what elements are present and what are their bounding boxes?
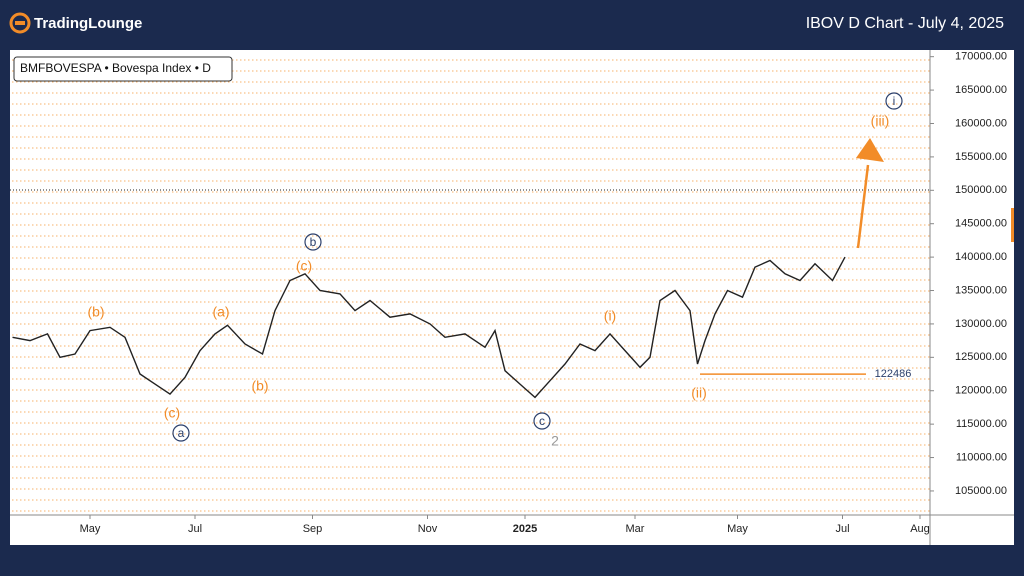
x-tick-label: Mar [626, 523, 645, 535]
price-line-series [12, 256, 846, 399]
wave-label: (iii) [871, 113, 890, 129]
wave-label: (c) [164, 405, 180, 421]
legend-label: BMFBOVESPA • Bovespa Index • D [20, 61, 211, 75]
wave-label: c [539, 414, 545, 428]
wave-label: b [310, 235, 317, 249]
x-tick-label: Aug [910, 523, 930, 535]
wave-circle [533, 412, 551, 430]
level-label: 122486 [875, 368, 912, 380]
legend: BMFBOVESPA • Bovespa Index • D [13, 56, 233, 82]
wave-label: a [178, 426, 185, 440]
page-title: IBOV D Chart - July 4, 2025 [806, 15, 1004, 32]
y-tick-label: 130000.00 [955, 318, 1007, 330]
x-tick-label: Jul [188, 523, 202, 535]
wave-label: (b) [87, 304, 104, 320]
y-tick-label: 150000.00 [955, 184, 1007, 196]
y-tick-label: 160000.00 [955, 117, 1007, 129]
x-tick-label: Sep [303, 523, 323, 535]
wave-label: i [893, 94, 896, 108]
y-tick-label: 115000.00 [956, 418, 1007, 430]
background-grid [10, 55, 930, 515]
y-tick-label: 145000.00 [955, 218, 1007, 230]
y-tick-label: 135000.00 [955, 284, 1007, 296]
logo: TradingLounge [9, 12, 142, 34]
y-tick-label: 140000.00 [955, 251, 1007, 263]
forecast-arrow [856, 138, 884, 249]
x-tick-label: Nov [418, 523, 438, 535]
wave-label: (a) [212, 304, 229, 320]
wave-circle [885, 92, 903, 110]
wave-label: (b) [251, 378, 268, 394]
wave-label: (ii) [691, 385, 707, 401]
y-tick-label: 110000.00 [956, 451, 1007, 463]
y-tick-label: 170000.00 [955, 51, 1007, 63]
logo-text: TradingLounge [34, 15, 142, 32]
wave-circle [304, 233, 322, 251]
x-tick-label: May [727, 523, 748, 535]
y-tick-label: 120000.00 [955, 385, 1007, 397]
wave-label: (c) [296, 258, 312, 274]
x-tick-label: Jul [835, 523, 849, 535]
y-tick-label: 155000.00 [955, 151, 1007, 163]
x-tick-label: May [80, 523, 101, 535]
y-tick-label: 125000.00 [955, 351, 1007, 363]
wave-circle [172, 424, 190, 442]
wave-label: (i) [604, 308, 616, 324]
price-marker [1011, 208, 1014, 242]
wave-label: 2 [551, 433, 559, 449]
x-tick-label: 2025 [513, 523, 537, 535]
y-tick-label: 105000.00 [955, 485, 1007, 497]
y-tick-label: 165000.00 [955, 84, 1007, 96]
